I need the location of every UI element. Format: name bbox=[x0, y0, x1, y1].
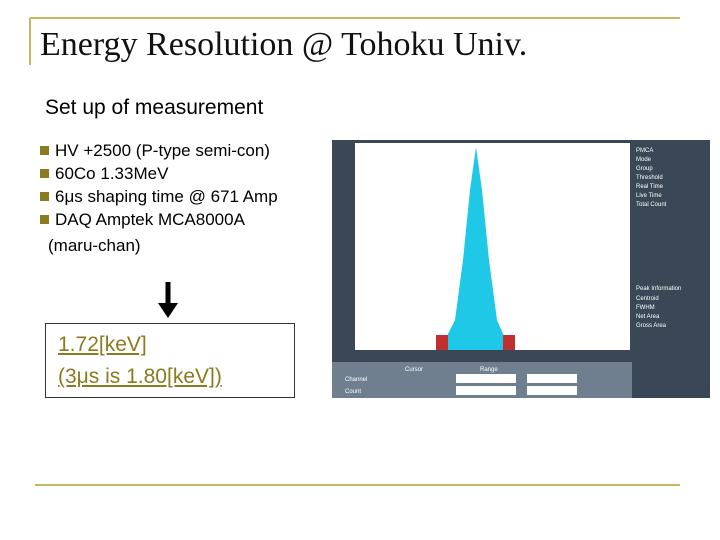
screen-label: PMCA bbox=[636, 148, 653, 154]
screen-label: Group bbox=[636, 166, 653, 172]
text: 1.72[keV] bbox=[58, 333, 147, 356]
text: DAQ Amptek MCA8000A bbox=[55, 210, 245, 229]
roi bbox=[503, 335, 515, 350]
screen-label: Peak Information bbox=[636, 286, 681, 292]
bullet: 60Co 1.33MeV bbox=[40, 164, 168, 184]
bullet-mark bbox=[40, 169, 49, 178]
screen-label: Net Area bbox=[636, 314, 660, 320]
field bbox=[456, 374, 516, 383]
bullet: DAQ Amptek MCA8000A bbox=[40, 210, 245, 230]
screen-label: FWHM bbox=[636, 305, 655, 311]
screen-label: Threshold bbox=[636, 175, 663, 181]
screen-label: Count bbox=[345, 389, 361, 395]
text: HV +2500 (P-type semi-con) bbox=[55, 141, 270, 160]
screen-label: Real Time bbox=[636, 184, 664, 190]
bullet-mark bbox=[40, 146, 49, 155]
screen-label: Channel bbox=[345, 377, 367, 383]
field bbox=[527, 374, 577, 383]
screen-label: Cursor bbox=[405, 367, 423, 373]
screenshot-text: PMCA Mode Group Threshold Real Time Live Time… bbox=[345, 148, 681, 395]
field bbox=[456, 386, 516, 395]
screen-label: Live Time bbox=[636, 193, 662, 199]
result-box bbox=[45, 323, 295, 398]
text: 60Co 1.33MeV bbox=[55, 164, 169, 183]
result-line: (3μs is 1.80[keV]) bbox=[58, 365, 222, 389]
subtitle: Set up of measurement bbox=[45, 96, 264, 119]
screen-label: Total Count bbox=[636, 202, 667, 208]
screen-label: Range bbox=[480, 367, 498, 373]
result-line: 1.72[keV] bbox=[58, 333, 147, 357]
screen-label: Centroid bbox=[636, 296, 659, 302]
arrow-head bbox=[158, 303, 178, 318]
screen-label: Gross Area bbox=[636, 323, 667, 329]
screen-label: Mode bbox=[636, 157, 652, 163]
bullet-note: (maru-chan) bbox=[48, 236, 141, 255]
field bbox=[527, 386, 577, 395]
bullet: HV +2500 (P-type semi-con) bbox=[40, 141, 270, 161]
peak bbox=[440, 147, 510, 350]
title: Energy Resolution @ Tohoku Univ. bbox=[40, 26, 528, 63]
bullet: 6μs shaping time @ 671 Amp bbox=[40, 187, 278, 207]
roi bbox=[436, 335, 448, 350]
bullet-mark bbox=[40, 192, 49, 201]
text: (3μs is 1.80[keV]) bbox=[58, 365, 222, 388]
screenshot: PMCA Mode Group Threshold Real Time Live Time… bbox=[332, 140, 710, 398]
text: 6μs shaping time @ 671 Amp bbox=[55, 187, 278, 206]
bullet-mark bbox=[40, 215, 49, 224]
